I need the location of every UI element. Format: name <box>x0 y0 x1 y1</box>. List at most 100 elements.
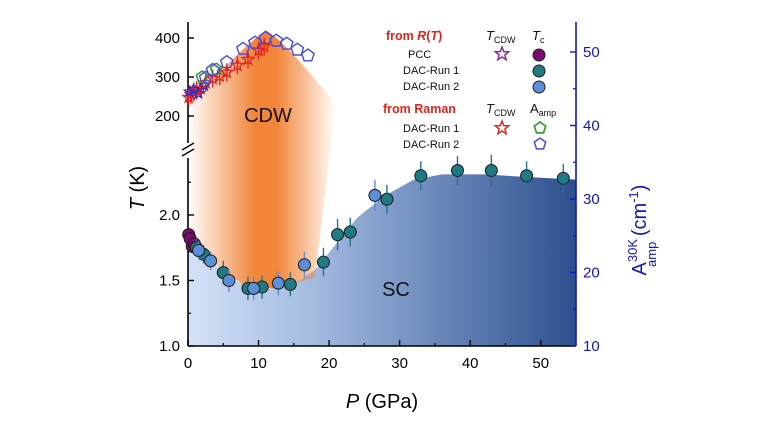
tc-dac1-marker <box>380 192 394 206</box>
tc-dac1-marker <box>331 228 345 242</box>
y-axis-left-label-symbol: T <box>127 196 149 210</box>
tc-dac1-marker <box>316 255 330 269</box>
tc-dac1-marker <box>520 169 534 183</box>
raman-tcdw-pentagon <box>205 62 220 76</box>
legend: from R(T) TCDW Tc PCC DAC-Run 1 DAC-Run … <box>383 28 556 151</box>
tc-dac2-marker <box>204 254 218 268</box>
y-lower-tick-label: 1.0 <box>159 338 180 355</box>
y-axis-right-label-sub: amp <box>644 242 659 267</box>
y-axis-right-label-sup: 30K <box>625 239 640 262</box>
raman-tcdw-pentagon <box>219 54 234 69</box>
y-upper-tick-label: 400 <box>155 30 180 47</box>
y-axis-right-label-base: A <box>629 261 651 275</box>
tc-dac2-marker <box>222 274 236 287</box>
y-right-tick-label: 50 <box>583 44 600 61</box>
cdw-region-label: CDW <box>244 105 292 127</box>
legend-row-dac1: DAC-Run 1 <box>403 65 459 77</box>
left-axis-upper-ticks: 200 300 400 <box>155 30 194 125</box>
x-tick-label: 40 <box>462 355 479 372</box>
x-tick-label: 50 <box>532 355 549 372</box>
tc-dac1-marker <box>556 171 570 185</box>
legend-col-tc-symbol: T <box>532 28 541 43</box>
legend-col-tcdw-symbol: T <box>486 28 495 43</box>
legend-row-pcc: PCC <box>408 49 431 61</box>
raman-tcdw-pentagon <box>290 42 305 56</box>
raman-tcdw-pentagon <box>300 48 315 62</box>
sc-region-fill <box>188 174 576 346</box>
legend-raman-dac1: DAC-Run 1 <box>403 123 459 135</box>
legend-col-tc: Tc <box>532 28 545 45</box>
x-axis-ticks: 0 10 20 30 40 50 <box>184 340 549 372</box>
legend-header-rt-from: from <box>386 29 417 43</box>
legend-col-tcdw-raman: TCDW <box>486 101 516 118</box>
x-axis-label-symbol: P <box>346 391 360 413</box>
legend-col-tc-sub: c <box>540 35 545 45</box>
tc-dac1-marker <box>343 225 357 239</box>
tc-dac1-marker <box>283 277 297 291</box>
tcdw-dac1-star <box>240 51 256 66</box>
tc-dac2-marker <box>192 243 206 257</box>
phase-regions <box>188 30 576 346</box>
tc-dac1-marker <box>484 163 498 177</box>
legend-header-rt-open: ( <box>426 29 431 43</box>
tc-dac1-marker <box>450 163 464 177</box>
legend-col-tcdw: TCDW <box>486 28 516 45</box>
legend-header-rt-close: ) <box>438 29 442 43</box>
tcdw-dac2-star <box>191 86 206 100</box>
legend-dac1-marker <box>532 64 546 78</box>
data-points <box>181 30 570 301</box>
legend-raman-aamp-pentagon-icon <box>533 120 547 134</box>
x-tick-label: 30 <box>391 355 408 372</box>
raman-tcdw-pentagon <box>269 33 284 47</box>
y-right-tick-label: 10 <box>583 338 600 355</box>
y-axis-right-label: A30K amp (cm-1) <box>625 185 659 276</box>
legend-tcdw-star-icon <box>493 44 511 62</box>
y-right-tick-label: 20 <box>583 265 600 282</box>
legend-pcc-marker <box>532 48 546 62</box>
y-lower-tick-label: 1.5 <box>159 273 180 290</box>
tc-dac2-marker <box>247 281 261 295</box>
axes <box>181 22 577 347</box>
legend-header-raman: from Raman <box>383 102 456 116</box>
legend-raman-tcdw-star-icon <box>493 118 511 136</box>
tcdw-dac2-star <box>182 84 197 98</box>
legend-col-aamp-base: A <box>530 101 539 116</box>
legend-dac2-marker <box>532 80 546 94</box>
y-axis-right-label-unit: (cm <box>629 203 651 242</box>
x-tick-label: 20 <box>321 355 338 372</box>
legend-header-rt-t: T <box>430 29 439 43</box>
y-axis-right-label-close: ) <box>629 185 651 192</box>
y-right-tick-label: 40 <box>583 118 600 135</box>
tc-dac2-marker <box>297 258 311 272</box>
tcdw-dac1-star <box>230 57 245 72</box>
y-lower-tick-label: 2.0 <box>159 207 180 224</box>
legend-row-dac2: DAC-Run 2 <box>403 81 459 93</box>
y-axis-right-label-unit-sup: -1 <box>626 191 641 203</box>
tcdw-dac1-star <box>219 64 235 79</box>
y-axis-left-label: T (K) <box>127 166 149 210</box>
legend-header-rt-r: R <box>417 29 426 43</box>
legend-col-tcdw-raman-sub: CDW <box>494 108 516 118</box>
tc-dac2-marker <box>271 276 285 290</box>
axis-break-mark <box>181 142 195 157</box>
tc-dac2-marker <box>368 188 382 202</box>
raman-tcdw-pentagon <box>279 36 294 50</box>
tc-dac1-marker <box>414 169 428 183</box>
legend-col-tcdw-sub: CDW <box>494 35 516 45</box>
legend-header-rt: from R(T) <box>386 29 442 43</box>
legend-col-aamp: Aamp <box>530 101 556 118</box>
raman-tcdw-pentagon <box>258 30 273 44</box>
x-tick-label: 10 <box>250 355 267 372</box>
legend-raman-dac2-pentagon-icon <box>533 137 547 150</box>
y-right-tick-label: 30 <box>583 191 600 208</box>
right-axis-ticks: 10 20 30 40 50 <box>570 44 600 355</box>
cdw-region-fill <box>188 30 337 289</box>
x-axis-label-unit: (GPa) <box>359 391 418 413</box>
raman-tcdw-pentagon <box>235 41 251 55</box>
x-axis-label: P (GPa) <box>346 391 418 413</box>
y-axis-left-label-unit: (K) <box>127 166 149 198</box>
sc-region-label: SC <box>382 279 410 301</box>
y-upper-tick-label: 200 <box>155 108 180 125</box>
legend-col-aamp-sub: amp <box>539 108 557 118</box>
